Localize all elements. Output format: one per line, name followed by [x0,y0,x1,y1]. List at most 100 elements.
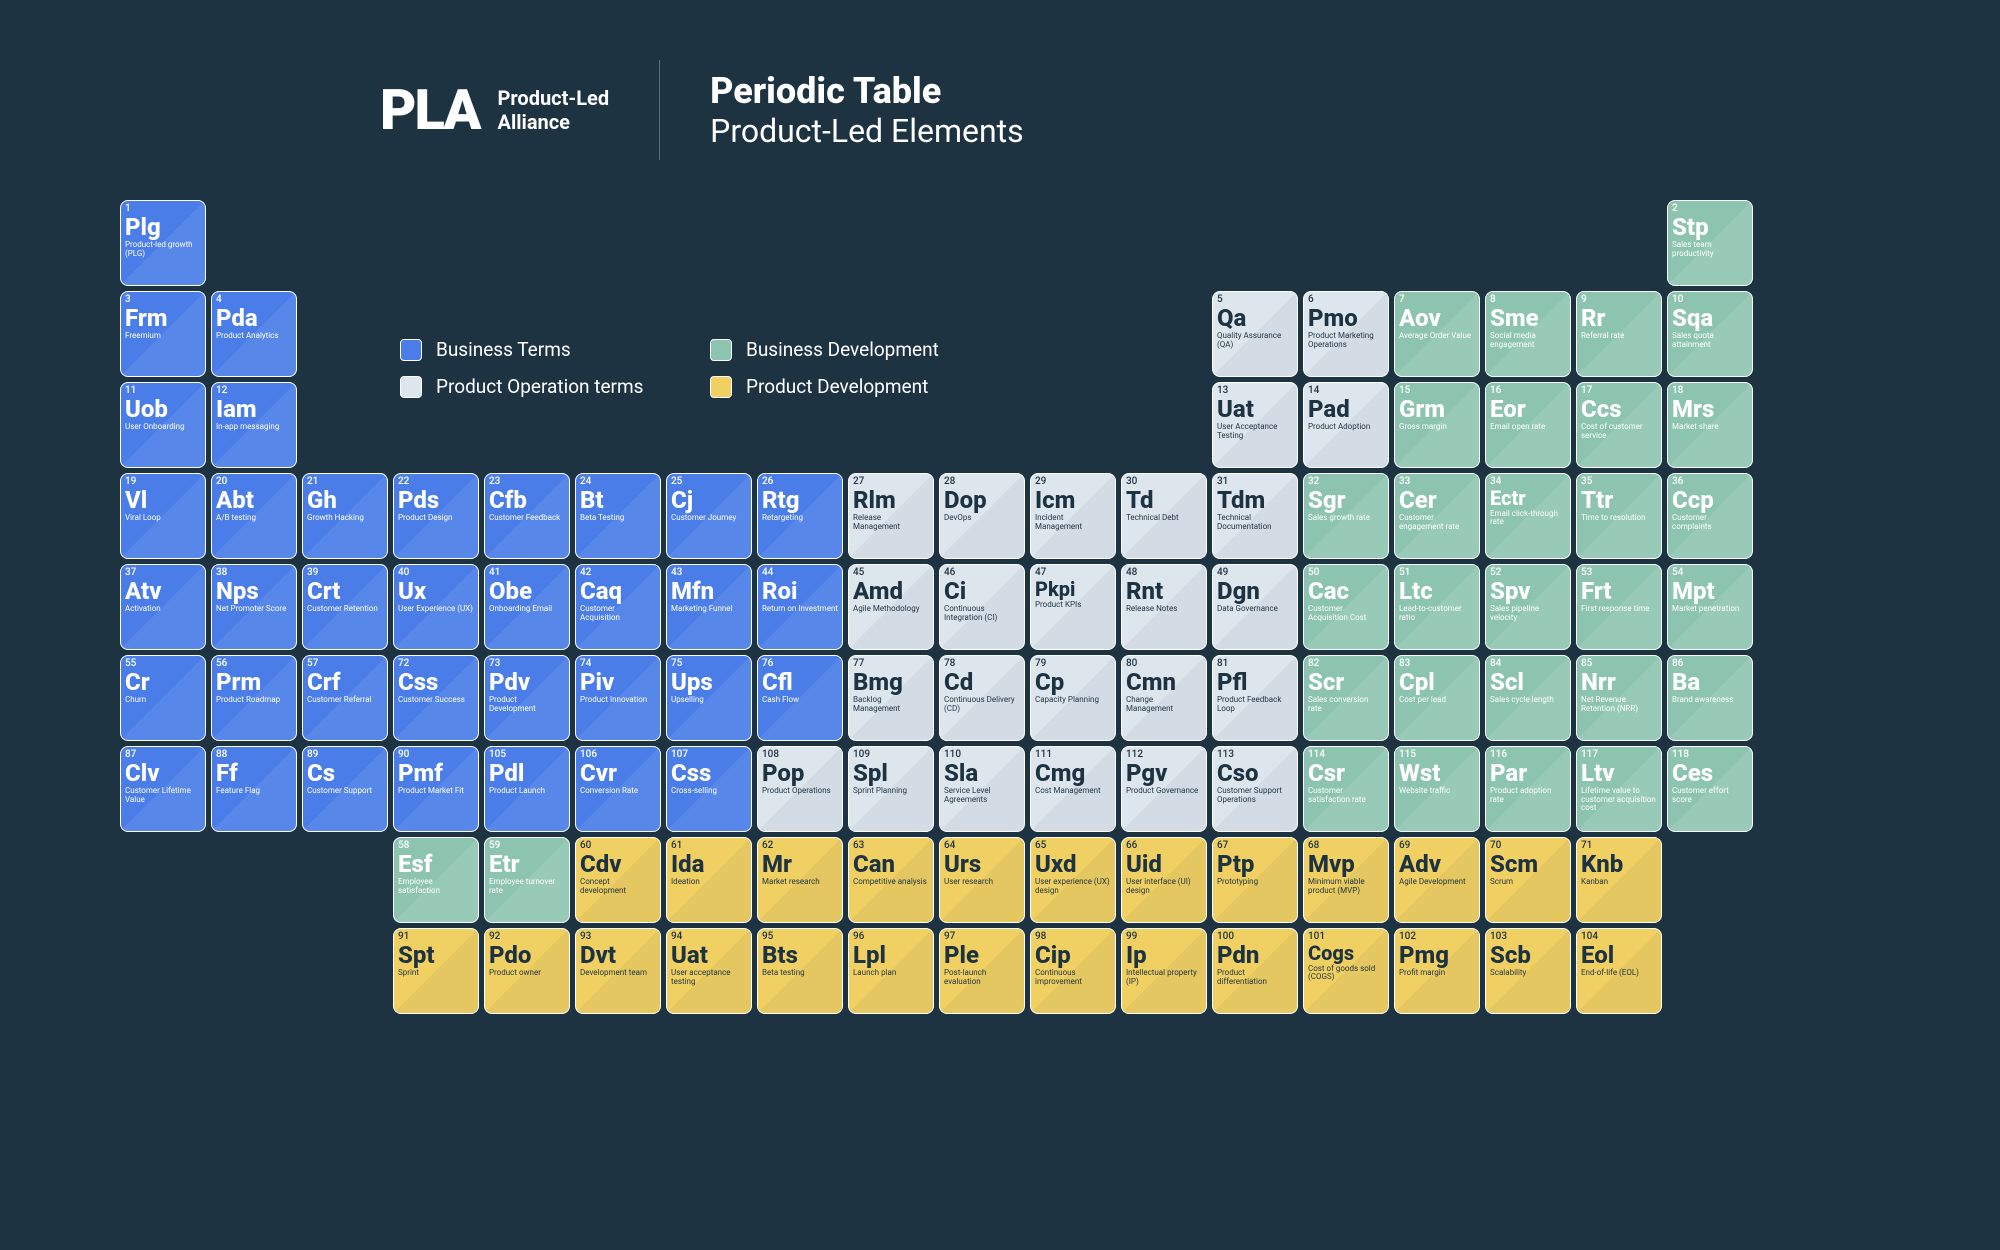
element-cell: 49DgnData Governance [1212,564,1298,650]
element-symbol: Cs [307,761,383,786]
element-description: Continuous Integration (CI) [944,605,1020,622]
element-description: Product owner [489,969,565,977]
element-symbol: Aov [1399,306,1475,331]
element-cell: 35TtrTime to resolution [1576,473,1662,559]
element-description: First response time [1581,605,1657,613]
element-cell: 71KnbKanban [1576,837,1662,923]
element-description: Kanban [1581,878,1657,886]
element-cell: 100PdnProduct differentiation [1212,928,1298,1014]
element-description: Product Adoption [1308,423,1384,431]
element-symbol: Ip [1126,943,1202,968]
element-description: Sales conversion rate [1308,696,1384,713]
element-symbol: Par [1490,761,1566,786]
element-cell: 2StpSales team productivity [1667,200,1753,286]
element-description: Return on Investment [762,605,838,613]
element-cell: 82ScrSales conversion rate [1303,655,1389,741]
title-main: Periodic Table [710,70,1024,112]
element-description: Sales team productivity [1672,241,1748,258]
element-symbol: Ptp [1217,852,1293,877]
element-cell: 18MrsMarket share [1667,382,1753,468]
element-symbol: Csr [1308,761,1384,786]
element-symbol: Cer [1399,488,1475,513]
element-symbol: Ltv [1581,761,1657,786]
element-cell: 7AovAverage Order Value [1394,291,1480,377]
element-description: Concept development [580,878,656,895]
element-symbol: Ida [671,852,747,877]
element-cell: 65UxdUser experience (UX) design [1030,837,1116,923]
element-symbol: Pmo [1308,306,1384,331]
element-cell: 88FfFeature Flag [211,746,297,832]
element-symbol: Iam [216,397,292,422]
element-cell: 97PlePost-launch evaluation [939,928,1025,1014]
element-description: User interface (UI) design [1126,878,1202,895]
element-description: Cross-selling [671,787,747,795]
element-description: Retargeting [762,514,838,522]
element-description: Scrum [1490,878,1566,886]
element-symbol: Scl [1490,670,1566,695]
element-cell: 114CsrCustomer satisfaction rate [1303,746,1389,832]
logo-text: PLA [380,77,480,143]
legend-swatch [710,376,732,398]
logo-subtitle: Product-Led Alliance [498,86,610,134]
element-symbol: Cd [944,670,1020,695]
element-cell: 59EtrEmployee turnover rate [484,837,570,923]
element-description: Customer Support Operations [1217,787,1293,804]
element-cell: 75UpsUpselling [666,655,752,741]
element-cell: 56PrmProduct Roadmap [211,655,297,741]
element-description: Referral rate [1581,332,1657,340]
element-description: Minimum viable product (MVP) [1308,878,1384,895]
element-symbol: Pad [1308,397,1384,422]
element-description: Product Governance [1126,787,1202,795]
title-block: Periodic Table Product-Led Elements [710,70,1024,150]
element-description: Employee turnover rate [489,878,565,895]
element-cell: 67PtpPrototyping [1212,837,1298,923]
element-symbol: Cp [1035,670,1111,695]
element-symbol: Ccs [1581,397,1657,422]
element-symbol: Ups [671,670,747,695]
element-cell: 76CflCash Flow [757,655,843,741]
element-symbol: Frm [125,306,201,331]
element-cell: 72CssCustomer Success [393,655,479,741]
element-cell: 109SplSprint Planning [848,746,934,832]
element-symbol: Pop [762,761,838,786]
element-symbol: Dgn [1217,579,1293,604]
element-description: User Experience (UX) [398,605,474,613]
element-description: Launch plan [853,969,929,977]
element-cell: 99IpIntellectual property (IP) [1121,928,1207,1014]
element-description: Backlog Management [853,696,929,713]
element-cell: 80CmnChange Management [1121,655,1207,741]
element-symbol: Tdm [1217,488,1293,513]
element-symbol: Adv [1399,852,1475,877]
element-symbol: Cpl [1399,670,1475,695]
element-description: Product Analytics [216,332,292,340]
element-symbol: Mrs [1672,397,1748,422]
element-description: Customer Retention [307,605,383,613]
element-cell: 103ScbScalability [1485,928,1571,1014]
element-cell: 21GhGrowth Hacking [302,473,388,559]
element-symbol: Rr [1581,306,1657,331]
element-description: Technical Debt [1126,514,1202,522]
element-symbol: Sgr [1308,488,1384,513]
logo-block: PLA Product-Led Alliance [380,77,609,143]
element-description: Customer satisfaction rate [1308,787,1384,804]
element-description: Market penetration [1672,605,1748,613]
element-description: Competitive analysis [853,878,929,886]
element-cell: 3FrmFreemium [120,291,206,377]
element-symbol: Pmf [398,761,474,786]
element-description: End-of-life (EOL) [1581,969,1657,977]
element-description: Cost per lead [1399,696,1475,704]
header: PLA Product-Led Alliance Periodic Table … [380,60,1880,160]
element-cell: 31TdmTechnical Documentation [1212,473,1298,559]
element-cell: 16EorEmail open rate [1485,382,1571,468]
element-symbol: Cmn [1126,670,1202,695]
element-symbol: Roi [762,579,838,604]
element-symbol: Cogs [1308,943,1384,964]
element-symbol: Mpt [1672,579,1748,604]
element-cell: 81PflProduct Feedback Loop [1212,655,1298,741]
element-description: Customer Acquisition Cost [1308,605,1384,622]
element-cell: 117LtvLifetime value to customer acquisi… [1576,746,1662,832]
element-symbol: Cso [1217,761,1293,786]
element-description: Profit margin [1399,969,1475,977]
element-cell: 46CiContinuous Integration (CI) [939,564,1025,650]
element-description: User Acceptance Testing [1217,423,1293,440]
